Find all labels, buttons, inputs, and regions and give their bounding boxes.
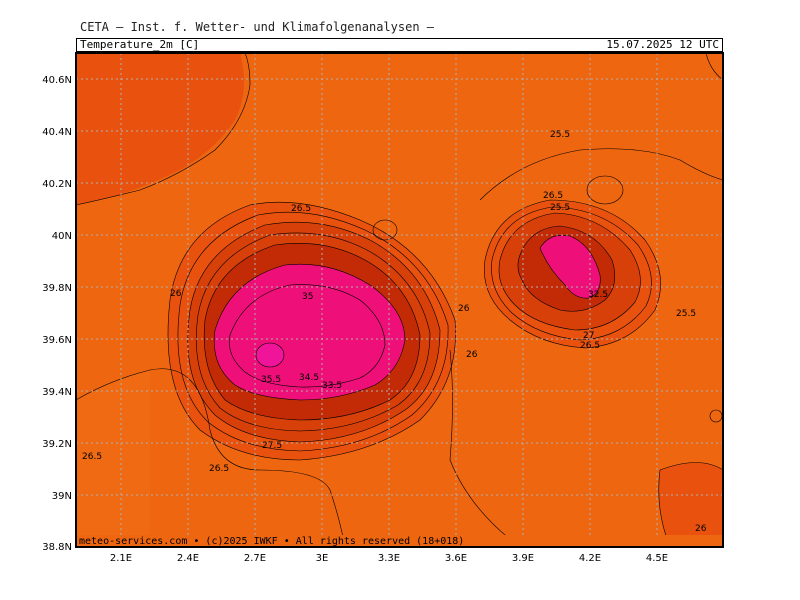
contour-label: 26.5 [209,464,229,474]
copyright-band [76,535,723,547]
lon-tick: 3.6E [445,553,467,564]
lon-tick: 3.9E [512,553,534,564]
lat-tick: 39.6N [42,335,72,346]
contour-label: 35 [302,292,313,302]
contour-label: 26.5 [82,452,102,462]
contour-label: 34.5 [299,373,319,383]
lon-tick: 3E [316,553,329,564]
contour-label: 25.5 [550,203,570,213]
lat-tick: 39N [52,491,72,502]
se-warm-region [658,462,723,547]
lon-tick: 2.4E [177,553,199,564]
copyright: meteo-services.com • (c)2025 IWKF • All … [79,536,464,547]
lat-tick: 40.6N [42,75,72,86]
contour-label: 33.5 [322,381,342,391]
lat-tick: 40.2N [42,179,72,190]
lat-tick: 39.2N [42,439,72,450]
lon-tick: 4.2E [579,553,601,564]
island-east-core [540,235,601,299]
lat-tick: 38.8N [42,542,72,553]
lat-axis: 40.6N 40.4N 40.2N 40N 39.8N 39.6N 39.4N … [42,75,72,553]
contour-label: 32.5 [588,290,608,300]
contour-label: 26 [466,350,478,360]
title-bar: Temperature_2m [C] 15.07.2025 12 UTC [76,38,723,52]
field-name: Temperature_2m [C] [80,38,200,51]
contour-label: 26.5 [543,191,563,201]
temperature-field: 26.5 26 25.5 26 26 26.5 25.5 26 26.5 26.… [76,53,723,547]
lat-tick: 39.4N [42,387,72,398]
contour-label: 26.5 [580,341,600,351]
contour-label: 25.5 [676,309,696,319]
lon-tick: 4.5E [646,553,668,564]
sw-region [76,370,150,547]
lon-tick: 2.7E [244,553,266,564]
chart-title: CETA – Inst. f. Wetter- und Klimafolgena… [80,20,435,34]
lon-axis: 2.1E 2.4E 2.7E 3E 3.3E 3.6E 3.9E 4.2E 4.… [110,553,668,564]
lat-tick: 39.8N [42,283,72,294]
contour-label: 26 [170,289,182,299]
valid-time: 15.07.2025 12 UTC [606,38,719,51]
contour-label: 27.5 [262,441,282,451]
lat-tick: 40.4N [42,127,72,138]
map-frame [75,52,724,548]
contour-label: 26 [695,524,707,534]
contour-label: 26 [458,304,470,314]
contour-label: 35.5 [261,375,281,385]
lat-tick: 40N [52,231,72,242]
nw-warm-region [76,53,244,205]
contour-label: 27 [583,331,594,341]
contour-label: 26.5 [291,204,311,214]
lon-tick: 3.3E [378,553,400,564]
island-west-peak [256,343,284,367]
contour-labels: 26.5 26 25.5 26 26 26.5 25.5 26 26.5 26.… [82,130,707,547]
contour-label: 25.5 [550,130,570,140]
lon-tick: 2.1E [110,553,132,564]
graticule [76,53,723,547]
